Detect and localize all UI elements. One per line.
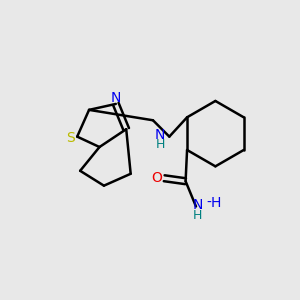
Text: H: H: [211, 196, 221, 210]
Text: O: O: [151, 171, 162, 184]
Text: H: H: [156, 138, 165, 152]
Text: H: H: [193, 209, 202, 223]
Text: S: S: [66, 131, 75, 145]
Text: -: -: [206, 196, 211, 210]
Text: N: N: [111, 91, 121, 105]
Text: N: N: [192, 198, 203, 212]
Text: N: N: [154, 128, 165, 142]
